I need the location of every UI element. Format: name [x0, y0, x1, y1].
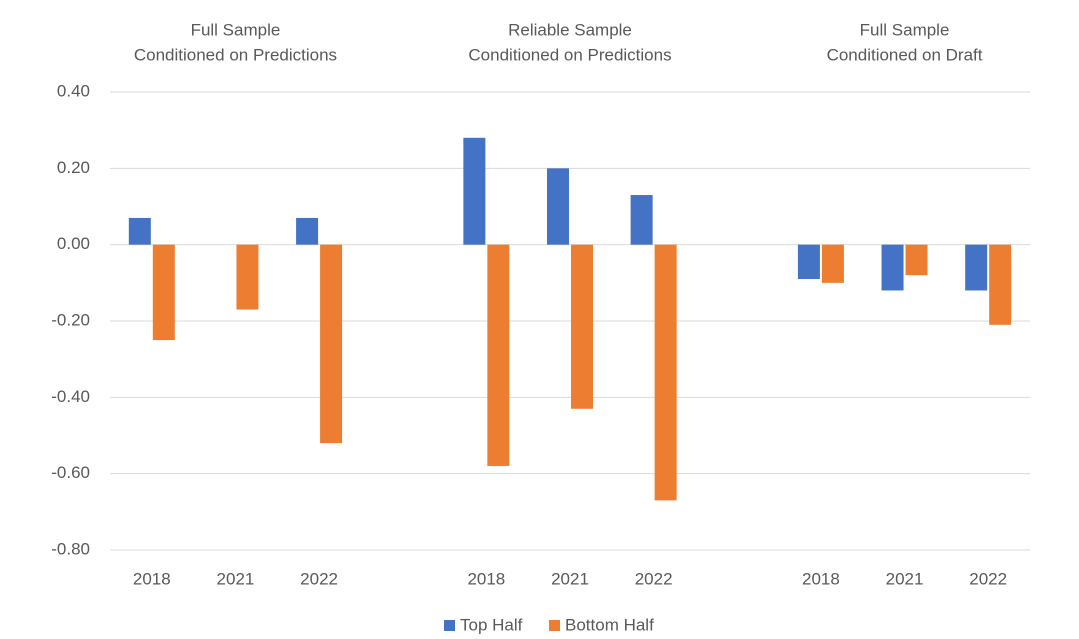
x-tick-label: 2018 [133, 569, 171, 588]
bar [296, 217, 319, 245]
bar [152, 244, 175, 341]
y-tick-label: -0.60 [51, 463, 90, 482]
bar [989, 244, 1012, 325]
y-tick-label: 0.00 [57, 234, 90, 253]
bar [965, 244, 988, 291]
panel-title: Full Sample [191, 20, 281, 39]
bar [654, 244, 677, 501]
bar [463, 137, 486, 245]
x-tick-label: 2021 [217, 569, 255, 588]
x-tick-label: 2022 [300, 569, 338, 588]
legend-swatch [549, 620, 560, 631]
y-tick-label: 0.40 [57, 81, 90, 100]
x-tick-label: 2022 [635, 569, 673, 588]
bar [320, 244, 343, 444]
x-tick-label: 2022 [969, 569, 1007, 588]
bar [905, 244, 928, 276]
panel-title: Conditioned on Predictions [468, 45, 671, 64]
x-tick-label: 2021 [551, 569, 589, 588]
x-tick-label: 2018 [467, 569, 505, 588]
bar [630, 195, 653, 245]
bar [571, 244, 593, 409]
legend-label: Bottom Half [565, 615, 654, 634]
y-tick-label: -0.80 [51, 539, 90, 558]
panel-title: Full Sample [860, 20, 950, 39]
bar [821, 244, 844, 283]
panel-title: Conditioned on Draft [827, 45, 983, 64]
bar [881, 244, 904, 291]
x-tick-label: 2018 [802, 569, 840, 588]
panel-title: Reliable Sample [508, 20, 632, 39]
panel-title: Conditioned on Predictions [134, 45, 337, 64]
bar [236, 244, 259, 310]
legend-swatch [444, 620, 455, 631]
legend-label: Top Half [460, 615, 523, 634]
bar [487, 244, 510, 467]
bar [797, 244, 820, 280]
y-tick-label: -0.40 [51, 387, 90, 406]
x-tick-label: 2021 [886, 569, 924, 588]
y-tick-label: 0.20 [57, 158, 90, 177]
bar [547, 168, 569, 245]
bar [128, 217, 151, 245]
y-tick-label: -0.20 [51, 310, 90, 329]
